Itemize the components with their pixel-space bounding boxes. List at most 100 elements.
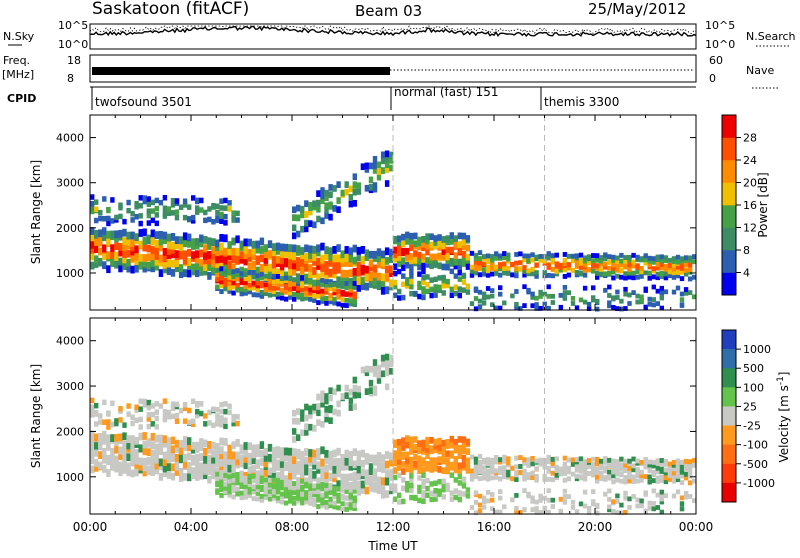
velocity-cell bbox=[279, 466, 285, 475]
velocity-cell bbox=[687, 480, 693, 486]
power-cell bbox=[300, 251, 305, 260]
power-cell bbox=[94, 217, 99, 224]
velocity-cell bbox=[340, 459, 345, 468]
power-cell bbox=[251, 247, 256, 255]
velocity-cell bbox=[110, 454, 115, 463]
velocity-cell bbox=[340, 482, 345, 490]
velocity-cell bbox=[300, 485, 305, 490]
velocity-cell bbox=[283, 482, 289, 487]
velocity-cell bbox=[477, 502, 483, 508]
velocity-cell bbox=[94, 410, 99, 416]
velocity-cell bbox=[292, 417, 297, 425]
power-cell bbox=[340, 269, 345, 278]
velocity-cell bbox=[352, 384, 357, 392]
power-cell bbox=[465, 235, 471, 242]
velocity-cell bbox=[255, 484, 260, 490]
power-cell bbox=[146, 220, 151, 226]
velocity-cell bbox=[469, 505, 475, 510]
velocity-cell bbox=[498, 509, 503, 515]
power-cell bbox=[300, 292, 305, 298]
velocity-cell bbox=[490, 497, 495, 503]
power-cell bbox=[255, 280, 260, 286]
velocity-cell bbox=[106, 469, 111, 477]
velocity-cell bbox=[429, 466, 434, 473]
velocity-cell bbox=[251, 450, 256, 459]
power-cell bbox=[191, 251, 196, 259]
power-cell bbox=[372, 162, 378, 170]
velocity-cell bbox=[409, 467, 414, 474]
power-cell bbox=[562, 290, 568, 295]
power-cell bbox=[368, 184, 374, 191]
velocity-cell bbox=[453, 466, 458, 474]
power-cell bbox=[514, 289, 519, 294]
power-cell bbox=[473, 252, 479, 258]
power-cell bbox=[312, 200, 317, 208]
power-cell bbox=[461, 272, 467, 279]
velocity-cell bbox=[146, 412, 151, 418]
power-cell bbox=[279, 256, 285, 265]
power-cell bbox=[582, 262, 588, 268]
power-cell bbox=[138, 213, 143, 219]
power-cell bbox=[142, 264, 147, 273]
power-cell bbox=[170, 241, 176, 250]
velocity-cell bbox=[162, 439, 168, 448]
velocity-cell bbox=[283, 479, 289, 485]
velocity-cell bbox=[296, 467, 301, 475]
velocity-cell bbox=[304, 423, 309, 431]
power-cell bbox=[251, 292, 256, 298]
power-cell bbox=[110, 250, 115, 259]
power-cell bbox=[433, 259, 438, 267]
velocity-cell bbox=[102, 399, 107, 406]
power-cell bbox=[437, 252, 442, 260]
power-cell bbox=[380, 286, 386, 295]
power-cell bbox=[239, 278, 244, 284]
velocity-cell bbox=[239, 490, 244, 496]
power-cell bbox=[336, 265, 341, 274]
power-cell bbox=[449, 258, 454, 265]
velocity-cell bbox=[530, 498, 535, 504]
power-cell bbox=[215, 272, 220, 278]
velocity-cell bbox=[389, 483, 394, 492]
power-cell bbox=[271, 243, 277, 251]
power-cell bbox=[316, 215, 321, 223]
power-cell bbox=[591, 253, 596, 258]
power-cell bbox=[522, 272, 527, 278]
velocity-cell bbox=[372, 473, 378, 482]
velocity-cell bbox=[182, 405, 188, 412]
velocity-cell bbox=[627, 478, 632, 484]
power-cell bbox=[453, 273, 458, 279]
velocity-cell bbox=[98, 440, 103, 448]
power-cell bbox=[481, 267, 487, 273]
power-cell bbox=[667, 269, 673, 275]
velocity-cell bbox=[607, 497, 612, 502]
velocity-cell bbox=[421, 439, 426, 447]
power-cell bbox=[360, 256, 366, 264]
power-cell bbox=[582, 285, 588, 291]
power-cell bbox=[138, 229, 143, 237]
power-cell bbox=[324, 202, 329, 210]
power-cell bbox=[219, 283, 224, 289]
velocity-cell bbox=[413, 436, 418, 443]
velocity-cell bbox=[288, 460, 293, 469]
velocity-cell bbox=[603, 475, 608, 481]
power-colorbar-tick-label: 20 bbox=[743, 177, 757, 190]
velocity-cell bbox=[615, 493, 620, 499]
power-cell bbox=[603, 264, 608, 270]
velocity-cell bbox=[393, 496, 398, 502]
velocity-cell bbox=[498, 465, 503, 471]
power-cell bbox=[473, 259, 479, 265]
velocity-cell bbox=[263, 477, 269, 483]
power-cell bbox=[352, 302, 357, 308]
velocity-cell bbox=[376, 364, 382, 372]
power-cell bbox=[174, 264, 180, 273]
power-cell bbox=[199, 207, 204, 213]
power-cell bbox=[659, 292, 664, 298]
power-cell bbox=[247, 282, 252, 288]
power-cell bbox=[231, 284, 236, 290]
power-cell bbox=[506, 265, 511, 271]
power-cell bbox=[615, 273, 620, 279]
velocity-colorbar-bin bbox=[722, 463, 736, 484]
velocity-cell bbox=[643, 490, 648, 496]
velocity-cell bbox=[126, 462, 131, 471]
velocity-cell bbox=[667, 466, 673, 472]
